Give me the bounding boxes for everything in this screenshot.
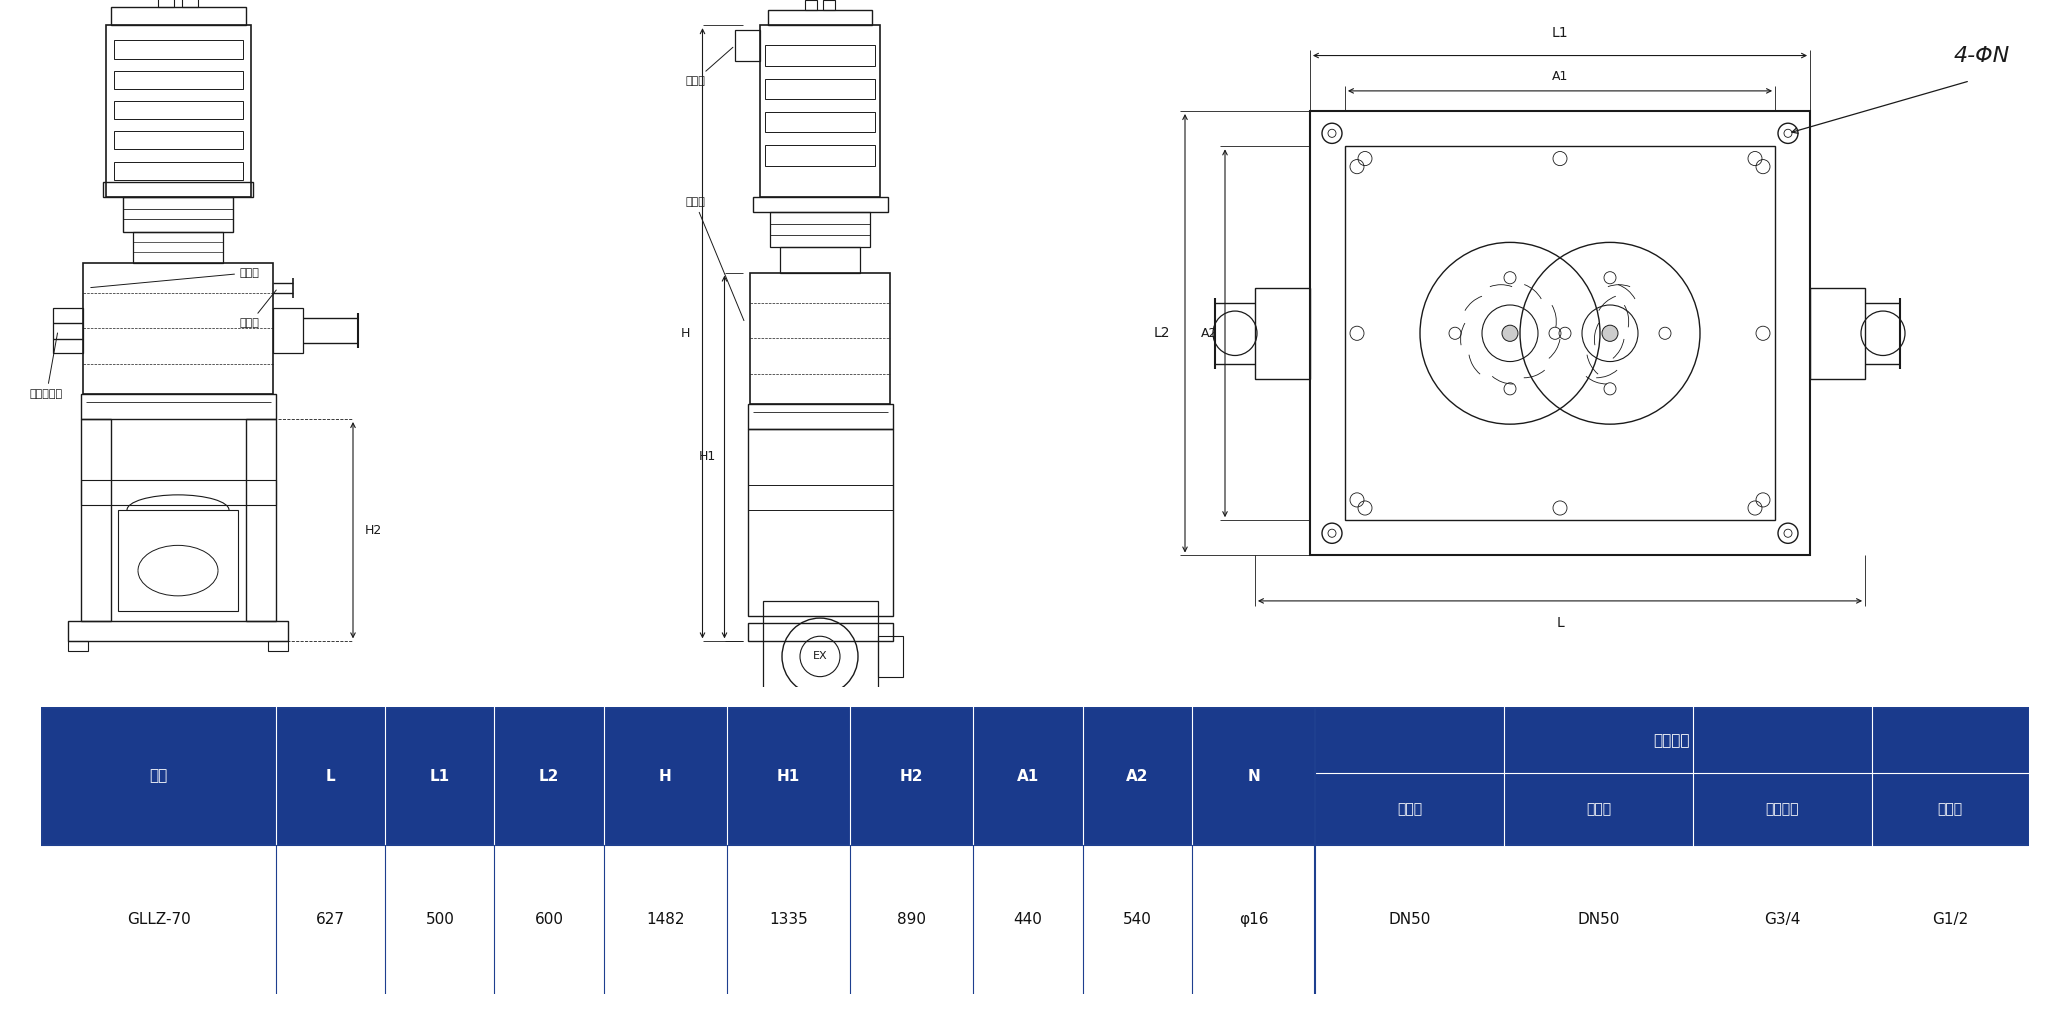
- Bar: [114, 101, 242, 119]
- Text: 1482: 1482: [646, 912, 685, 928]
- Text: EX: EX: [814, 652, 828, 661]
- Text: L: L: [325, 769, 335, 784]
- Text: A2: A2: [1126, 769, 1149, 784]
- Bar: [104, 181, 253, 197]
- Circle shape: [1503, 325, 1517, 341]
- Text: L2: L2: [538, 769, 559, 784]
- Text: H: H: [658, 769, 673, 784]
- Bar: [118, 510, 238, 611]
- Text: 冷却水进口: 冷却水进口: [29, 333, 62, 399]
- Text: H2: H2: [900, 769, 923, 784]
- Text: 冷却水口: 冷却水口: [1766, 803, 1799, 816]
- Bar: [157, 0, 174, 7]
- Text: 排液口: 排液口: [1938, 803, 1962, 816]
- Bar: [1254, 288, 1310, 378]
- Text: 进气口: 进气口: [1397, 803, 1422, 816]
- Bar: [1314, 707, 2029, 774]
- Text: 排气口: 排气口: [1586, 803, 1610, 816]
- Text: 进气口: 进气口: [685, 47, 733, 86]
- Text: L1: L1: [431, 769, 449, 784]
- Bar: [68, 621, 288, 642]
- Bar: [753, 197, 888, 212]
- Bar: [824, 0, 834, 10]
- Bar: [54, 309, 83, 354]
- Text: A1: A1: [1016, 769, 1039, 784]
- Text: 540: 540: [1122, 912, 1151, 928]
- Text: φ16: φ16: [1238, 912, 1269, 928]
- Text: L: L: [1557, 616, 1563, 630]
- Bar: [749, 273, 890, 404]
- Bar: [766, 79, 876, 99]
- Text: G1/2: G1/2: [1931, 912, 1969, 928]
- Bar: [1310, 111, 1809, 556]
- Text: H1: H1: [776, 769, 801, 784]
- Text: 接口口径: 接口口径: [1654, 733, 1689, 748]
- Text: 600: 600: [534, 912, 563, 928]
- Bar: [114, 131, 242, 150]
- Text: H1: H1: [700, 451, 716, 463]
- Bar: [878, 637, 903, 676]
- Bar: [114, 40, 242, 58]
- Text: 627: 627: [317, 912, 346, 928]
- Text: A1: A1: [1552, 70, 1569, 83]
- Text: 排液口: 排液口: [240, 290, 275, 328]
- Text: DN50: DN50: [1577, 912, 1619, 928]
- Text: GLLZ-70: GLLZ-70: [126, 912, 190, 928]
- Bar: [766, 112, 876, 132]
- Text: 4-ΦN: 4-ΦN: [1954, 45, 2010, 66]
- Circle shape: [1602, 325, 1619, 341]
- Bar: [768, 10, 871, 26]
- Text: 注油口: 注油口: [685, 197, 743, 321]
- Bar: [766, 45, 876, 66]
- Bar: [760, 26, 880, 197]
- Text: 440: 440: [1014, 912, 1043, 928]
- Text: DN50: DN50: [1389, 912, 1430, 928]
- Bar: [780, 247, 859, 273]
- Bar: [81, 480, 275, 505]
- Bar: [747, 429, 892, 616]
- Text: G3/4: G3/4: [1764, 912, 1801, 928]
- Bar: [1346, 147, 1774, 520]
- Bar: [114, 162, 242, 179]
- Text: N: N: [1248, 769, 1261, 784]
- Bar: [81, 419, 110, 621]
- Text: H: H: [681, 327, 691, 339]
- Bar: [1809, 288, 1865, 378]
- Bar: [246, 419, 275, 621]
- Bar: [106, 26, 250, 197]
- Bar: [805, 0, 818, 10]
- Bar: [83, 262, 273, 394]
- Bar: [110, 7, 246, 26]
- Bar: [132, 233, 224, 262]
- Bar: [41, 845, 2029, 994]
- Bar: [114, 71, 242, 89]
- Bar: [762, 601, 878, 712]
- Text: A2: A2: [1201, 327, 1217, 339]
- Text: L1: L1: [1552, 27, 1569, 40]
- Bar: [68, 642, 89, 652]
- Bar: [770, 212, 869, 247]
- Text: 500: 500: [426, 912, 453, 928]
- Bar: [766, 146, 876, 166]
- Text: 890: 890: [896, 912, 925, 928]
- Text: H2: H2: [364, 524, 383, 537]
- Text: 排气口: 排气口: [91, 268, 261, 288]
- Bar: [182, 0, 199, 7]
- Text: L2: L2: [1153, 326, 1170, 340]
- Bar: [747, 404, 892, 429]
- Bar: [267, 642, 288, 652]
- Text: 型号: 型号: [149, 769, 168, 784]
- Bar: [81, 394, 275, 419]
- Bar: [1314, 774, 2029, 845]
- Bar: [41, 707, 2029, 845]
- Bar: [122, 197, 234, 233]
- Bar: [735, 31, 760, 60]
- Text: 1335: 1335: [770, 912, 807, 928]
- Bar: [273, 309, 302, 354]
- Bar: [747, 623, 892, 642]
